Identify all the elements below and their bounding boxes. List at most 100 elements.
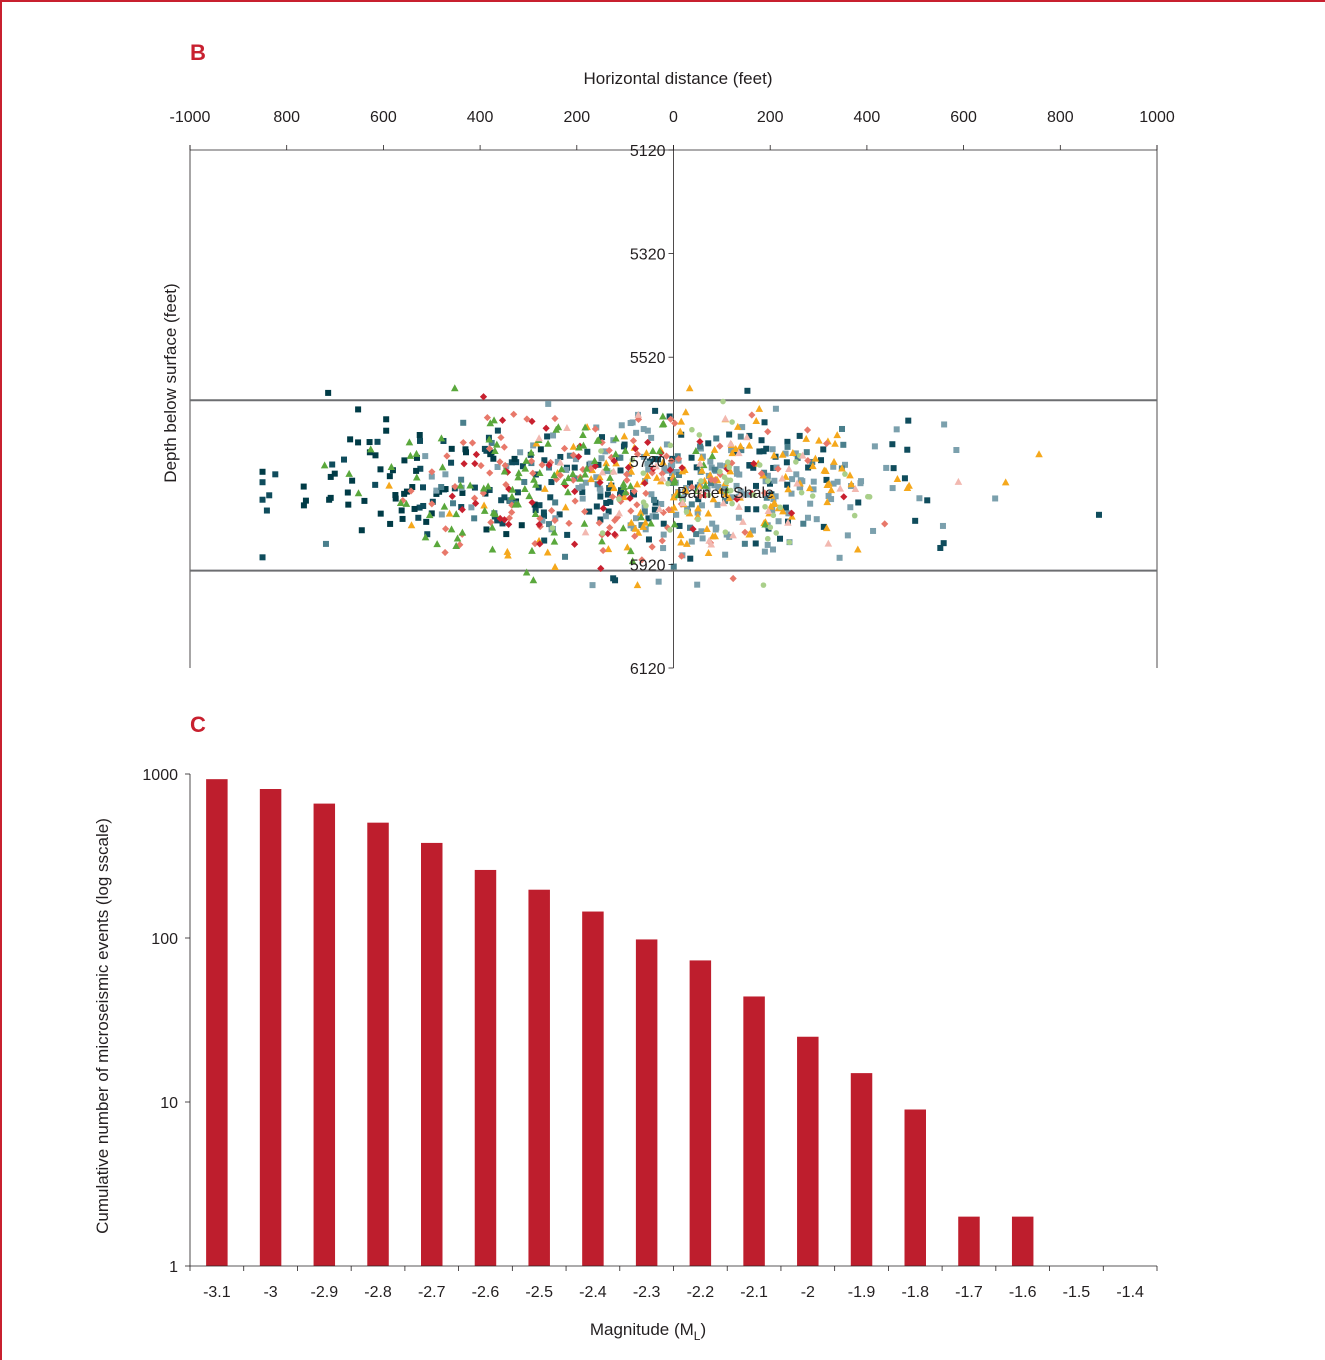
scatter-point	[733, 495, 741, 503]
scatter-point	[581, 423, 589, 431]
scatter-point	[442, 486, 449, 493]
scatter-point	[713, 524, 720, 531]
bar-x-tick-label: -1.4	[1116, 1284, 1144, 1301]
scatter-point	[451, 483, 459, 491]
scatter-point	[858, 478, 865, 485]
magnitude-bar	[958, 1216, 980, 1266]
scatter-point	[593, 474, 600, 481]
scatter-point	[593, 503, 600, 510]
scatter-point	[433, 540, 441, 548]
scatter-point	[604, 468, 611, 475]
scatter-point	[607, 480, 615, 488]
scatter-point	[460, 460, 468, 468]
scatter-point	[595, 461, 602, 468]
scatter-point	[528, 498, 536, 507]
scatter-y-tick-label: 5120	[630, 143, 666, 160]
scatter-point	[569, 470, 577, 478]
scatter-point	[572, 456, 579, 463]
scatter-point	[671, 419, 679, 427]
magnitude-bar	[1011, 1216, 1034, 1266]
scatter-point	[645, 515, 652, 522]
scatter-point	[723, 479, 730, 486]
scatter-point	[729, 419, 735, 425]
scatter-point	[677, 552, 686, 560]
scatter-point	[893, 475, 902, 483]
scatter-point	[786, 539, 793, 546]
scatter-point	[796, 432, 803, 439]
scatter-point	[704, 548, 713, 556]
scatter-point	[668, 470, 675, 477]
scatter-point	[608, 493, 617, 501]
scatter-point	[659, 508, 668, 517]
scatter-point	[734, 422, 742, 430]
scatter-point	[658, 537, 666, 545]
scatter-point	[764, 428, 772, 436]
scatter-point	[719, 499, 728, 507]
scatter-point	[355, 439, 362, 446]
scatter-point	[595, 519, 603, 527]
bar-x-tick-label: -2.1	[740, 1284, 768, 1301]
scatter-point	[705, 440, 712, 447]
scatter-point	[493, 440, 501, 448]
scatter-point	[428, 468, 436, 476]
scatter-point	[349, 477, 356, 484]
scatter-point	[652, 513, 659, 520]
scatter-point	[904, 446, 911, 453]
scatter-point	[607, 453, 615, 462]
scatter-x-tick-label: 800	[273, 109, 300, 126]
scatter-point	[456, 481, 465, 489]
scatter-point	[623, 543, 632, 551]
scatter-point	[615, 509, 624, 517]
scatter-point	[805, 464, 812, 471]
scatter-point	[361, 497, 368, 504]
scatter-point	[696, 432, 703, 438]
magnitude-bar	[797, 1036, 819, 1266]
scatter-point	[722, 490, 730, 498]
scatter-point	[645, 536, 652, 543]
scatter-point	[698, 478, 704, 484]
scatter-point	[651, 506, 658, 513]
scatter-point	[640, 426, 647, 433]
scatter-point	[854, 545, 862, 553]
scatter-point	[629, 457, 636, 463]
scatter-point	[683, 539, 691, 547]
scatter-point	[823, 476, 830, 483]
scatter-point	[746, 462, 753, 469]
scatter-point	[609, 467, 618, 475]
scatter-point	[793, 479, 801, 487]
scatter-point	[532, 507, 539, 514]
scatter-point	[544, 439, 552, 447]
bar-series	[206, 779, 1034, 1266]
scatter-point	[272, 471, 279, 478]
bar-y-tick-label: 1000	[142, 767, 178, 784]
scatter-point	[550, 537, 559, 545]
scatter-point	[940, 540, 947, 547]
scatter-point	[550, 471, 559, 479]
scatter-point	[675, 455, 683, 463]
scatter-point	[556, 511, 563, 518]
scatter-point	[838, 464, 846, 472]
scatter-point	[546, 521, 553, 528]
scatter-axes	[189, 145, 1158, 668]
scatter-point	[825, 479, 833, 487]
magnitude-bar	[850, 1073, 873, 1266]
scatter-point	[836, 554, 843, 561]
scatter-point	[612, 459, 620, 467]
scatter-point	[560, 477, 569, 485]
scatter-y-tick-label: 6120	[630, 661, 666, 678]
scatter-point	[347, 436, 354, 443]
scatter-point	[756, 448, 763, 455]
magnitude-bar	[582, 911, 604, 1266]
scatter-point	[498, 497, 505, 504]
scatter-point	[649, 513, 656, 520]
scatter-point	[472, 499, 480, 507]
scatter-point	[670, 503, 678, 511]
scatter-point	[633, 515, 640, 522]
scatter-point	[735, 449, 743, 457]
scatter-x-tick-label: -1000	[170, 109, 211, 126]
bar-x-axis-title-main: Magnitude (M	[590, 1320, 694, 1339]
scatter-point	[711, 476, 719, 484]
scatter-point	[503, 531, 510, 538]
bar-x-tick-label: -2.8	[364, 1284, 392, 1301]
scatter-point	[649, 446, 657, 454]
